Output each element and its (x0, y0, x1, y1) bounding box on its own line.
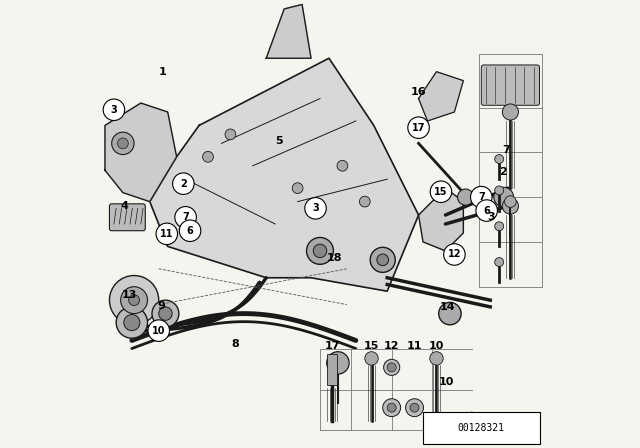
Circle shape (408, 117, 429, 138)
Circle shape (109, 276, 159, 325)
Circle shape (124, 314, 140, 331)
Text: 18: 18 (326, 253, 342, 263)
Circle shape (337, 160, 348, 171)
Polygon shape (441, 412, 472, 421)
Circle shape (504, 196, 516, 207)
Text: 1: 1 (159, 67, 166, 77)
Circle shape (118, 138, 128, 149)
Circle shape (370, 247, 396, 272)
Circle shape (470, 186, 492, 208)
Circle shape (439, 302, 461, 325)
Text: 8: 8 (231, 339, 239, 349)
Circle shape (383, 359, 400, 375)
Circle shape (148, 320, 170, 341)
Text: 10: 10 (152, 326, 166, 336)
Circle shape (458, 189, 474, 205)
Circle shape (476, 200, 497, 221)
Circle shape (387, 363, 396, 372)
Text: 10: 10 (439, 377, 454, 387)
Circle shape (327, 352, 349, 374)
Polygon shape (419, 188, 463, 251)
Polygon shape (266, 4, 311, 58)
Circle shape (495, 258, 504, 267)
Circle shape (307, 237, 333, 264)
Circle shape (121, 287, 148, 314)
Circle shape (156, 223, 177, 245)
Circle shape (112, 132, 134, 155)
Circle shape (116, 307, 148, 338)
Circle shape (305, 198, 326, 219)
Text: 2: 2 (180, 179, 187, 189)
Text: 7: 7 (182, 212, 189, 222)
Text: 2: 2 (499, 167, 507, 177)
FancyBboxPatch shape (481, 65, 540, 105)
Circle shape (173, 173, 194, 194)
Circle shape (314, 244, 327, 258)
Circle shape (203, 151, 213, 162)
Bar (423, 412, 540, 444)
Circle shape (502, 198, 518, 214)
Text: 12: 12 (384, 341, 399, 351)
Text: 00128321: 00128321 (458, 423, 505, 433)
Text: 11: 11 (160, 229, 173, 239)
Text: 4: 4 (120, 201, 128, 211)
Text: 5: 5 (275, 136, 283, 146)
Polygon shape (150, 58, 419, 291)
Text: 17: 17 (412, 123, 426, 133)
Text: 6: 6 (187, 226, 193, 236)
Circle shape (430, 181, 452, 202)
Circle shape (444, 244, 465, 265)
Circle shape (495, 155, 504, 164)
Circle shape (495, 222, 504, 231)
Circle shape (410, 403, 419, 412)
Circle shape (502, 104, 518, 120)
Text: 7: 7 (502, 145, 510, 155)
Text: 11: 11 (407, 341, 422, 351)
Text: 15: 15 (364, 341, 380, 351)
Circle shape (494, 187, 513, 207)
Circle shape (152, 300, 179, 327)
Text: 17: 17 (324, 341, 340, 351)
Polygon shape (105, 103, 177, 202)
Text: 7: 7 (478, 192, 484, 202)
Circle shape (377, 254, 388, 266)
Circle shape (406, 399, 424, 417)
Bar (327, 354, 337, 385)
Text: 3: 3 (111, 105, 117, 115)
Text: 15: 15 (434, 187, 448, 197)
Text: 3: 3 (487, 212, 495, 222)
Circle shape (430, 352, 444, 365)
Circle shape (129, 295, 140, 306)
Circle shape (360, 196, 370, 207)
Circle shape (175, 207, 196, 228)
Circle shape (103, 99, 125, 121)
Text: 12: 12 (447, 250, 461, 259)
Text: 6: 6 (483, 206, 490, 215)
Text: 9: 9 (157, 301, 165, 310)
Circle shape (292, 183, 303, 194)
Polygon shape (419, 72, 463, 121)
Circle shape (387, 403, 396, 412)
Text: 16: 16 (411, 87, 426, 97)
Circle shape (159, 307, 172, 320)
Text: 3: 3 (312, 203, 319, 213)
Text: 13: 13 (122, 290, 138, 300)
Circle shape (225, 129, 236, 140)
Text: 14: 14 (440, 302, 456, 312)
Circle shape (179, 220, 201, 241)
Circle shape (383, 399, 401, 417)
Circle shape (365, 352, 378, 365)
Text: 10: 10 (429, 341, 444, 351)
FancyBboxPatch shape (109, 204, 145, 231)
Circle shape (495, 186, 504, 195)
